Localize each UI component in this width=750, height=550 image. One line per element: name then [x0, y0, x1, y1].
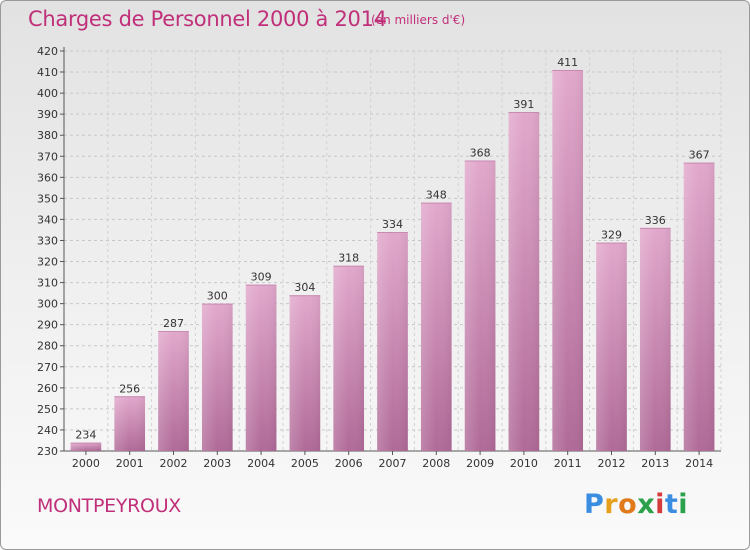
bar-highlight: [114, 396, 146, 451]
x-tick-label: 2006: [335, 457, 363, 470]
bar-highlight: [201, 303, 233, 451]
y-tick-label: 330: [37, 234, 58, 247]
logo-letter: x: [637, 489, 656, 520]
data-label: 334: [382, 218, 403, 231]
bar-highlight: [333, 265, 365, 451]
bar-highlight: [289, 295, 321, 451]
data-label: 367: [689, 149, 710, 162]
x-tick-label: 2002: [160, 457, 188, 470]
x-tick-label: 2005: [291, 457, 319, 470]
data-label: 256: [119, 382, 140, 395]
bar-highlight: [245, 284, 277, 451]
chart-subtitle: (en milliers d'€): [371, 13, 466, 27]
data-label: 287: [163, 317, 184, 330]
y-tick-label: 250: [37, 403, 58, 416]
x-tick-label: 2010: [510, 457, 538, 470]
bar-highlight: [420, 202, 452, 451]
y-tick-label: 410: [37, 66, 58, 79]
bar-highlight: [683, 162, 715, 451]
data-label: 348: [426, 189, 447, 202]
x-tick-label: 2007: [379, 457, 407, 470]
y-tick-label: 260: [37, 382, 58, 395]
x-tick-label: 2013: [641, 457, 669, 470]
x-tick-label: 2000: [72, 457, 100, 470]
bar-highlight: [464, 160, 496, 451]
logo-letter: i: [655, 489, 665, 520]
bar-highlight: [639, 227, 671, 451]
bar-highlight: [158, 331, 189, 451]
data-label: 309: [251, 271, 272, 284]
y-tick-label: 290: [37, 319, 58, 332]
proxiti-logo: Proxiti: [584, 489, 688, 520]
x-tick-label: 2012: [598, 457, 626, 470]
bar-highlight: [596, 242, 627, 451]
y-tick-label: 300: [37, 298, 58, 311]
bar-highlight: [508, 112, 540, 451]
place-name: MONTPEYROUX: [37, 495, 182, 517]
data-label: 336: [645, 214, 666, 227]
logo-letter: t: [664, 489, 679, 520]
bar-highlight: [377, 232, 408, 451]
bar-highlight: [552, 69, 584, 452]
y-tick-label: 380: [37, 129, 58, 142]
y-tick-label: 350: [37, 192, 58, 205]
logo-letter: P: [584, 489, 605, 520]
x-tick-label: 2001: [116, 457, 144, 470]
logo-letter: r: [604, 489, 619, 520]
y-tick-label: 360: [37, 171, 58, 184]
y-tick-label: 400: [37, 87, 58, 100]
x-tick-label: 2009: [466, 457, 494, 470]
x-tick-label: 2011: [554, 457, 582, 470]
y-tick-label: 270: [37, 361, 58, 374]
chart-title: Charges de Personnel 2000 à 2014: [28, 7, 387, 31]
data-label: 329: [601, 229, 622, 242]
y-tick-label: 420: [37, 45, 58, 58]
data-label: 234: [75, 429, 96, 442]
y-tick-label: 370: [37, 150, 58, 163]
data-label: 368: [470, 146, 491, 159]
data-label: 300: [207, 290, 228, 303]
x-tick-label: 2004: [247, 457, 275, 470]
x-tick-label: 2014: [685, 457, 713, 470]
y-tick-label: 390: [37, 108, 58, 121]
logo-letter: o: [618, 489, 638, 520]
y-tick-label: 320: [37, 256, 58, 269]
data-label: 411: [557, 56, 578, 69]
x-tick-label: 2008: [422, 457, 450, 470]
data-label: 318: [338, 252, 359, 265]
logo-letter: i: [678, 489, 689, 520]
bar-highlight: [70, 442, 102, 451]
y-tick-label: 240: [37, 424, 58, 437]
x-tick-label: 2003: [203, 457, 231, 470]
y-tick-label: 280: [37, 340, 58, 353]
data-label: 304: [294, 281, 315, 294]
y-tick-label: 230: [37, 445, 58, 458]
data-label: 391: [513, 98, 534, 111]
y-tick-label: 340: [37, 213, 58, 226]
y-tick-label: 310: [37, 277, 58, 290]
